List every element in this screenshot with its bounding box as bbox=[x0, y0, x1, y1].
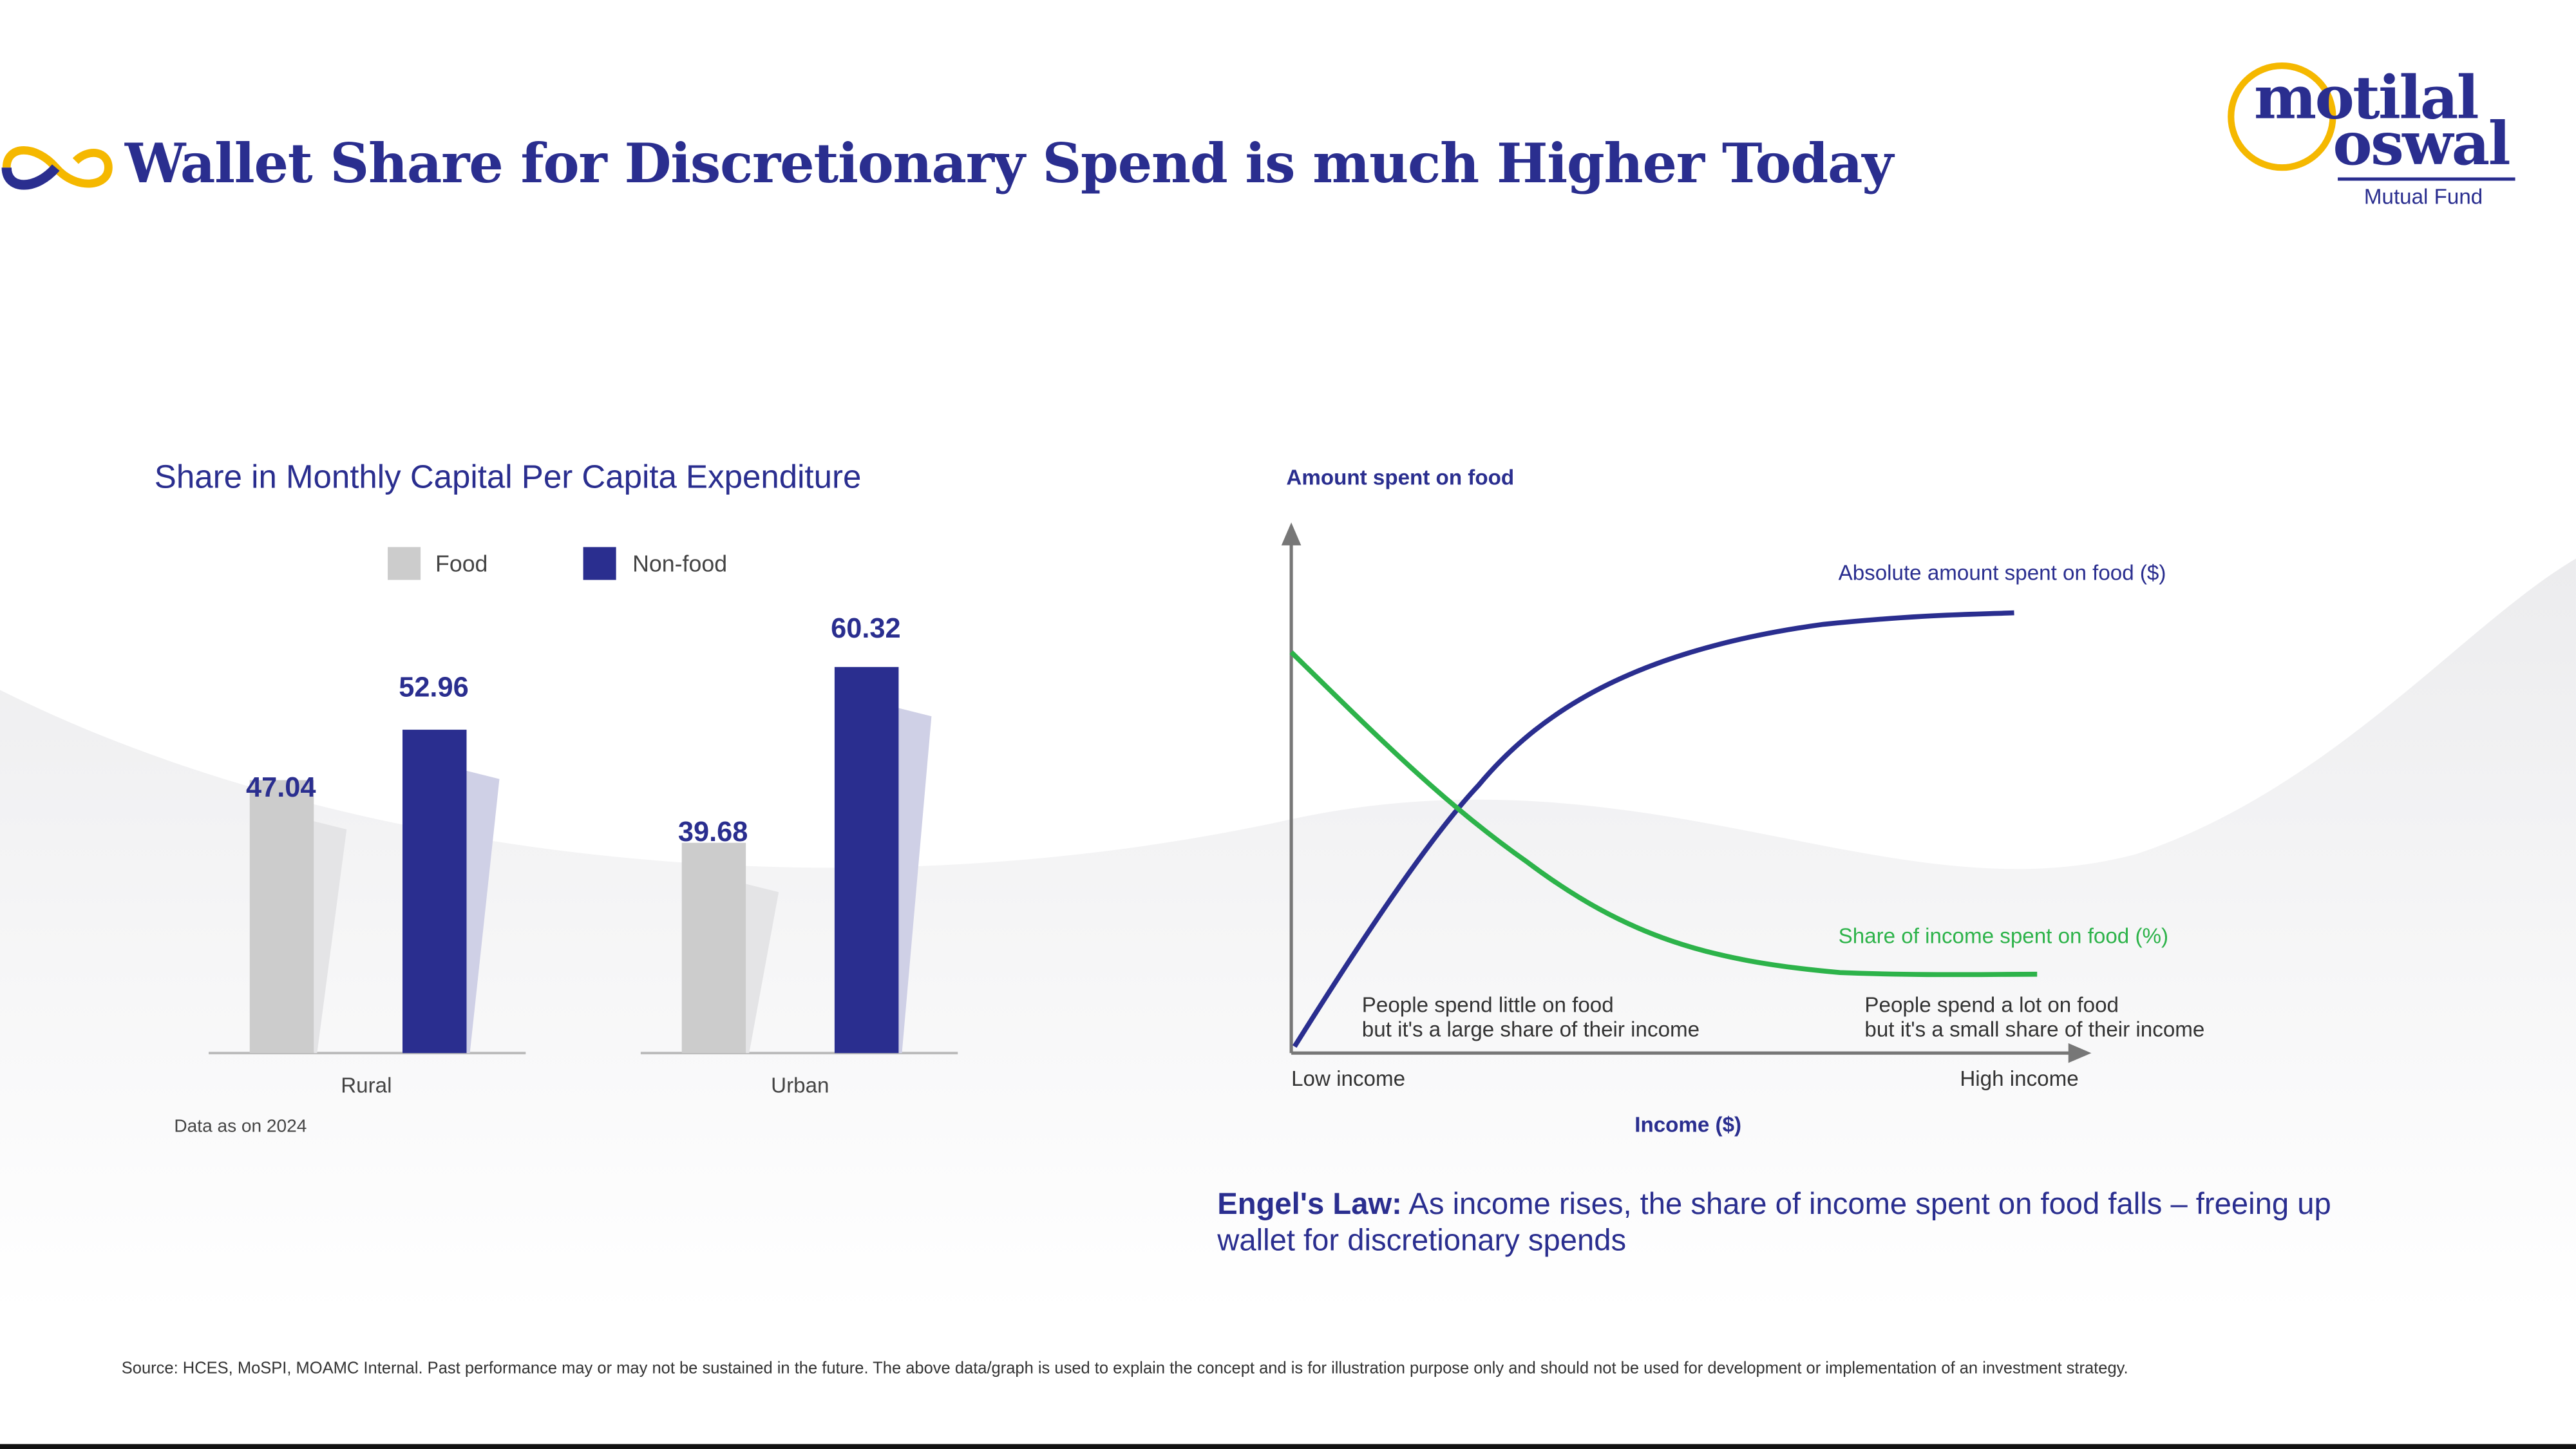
value-label-rural-nonfood: 52.96 bbox=[399, 672, 469, 703]
x-tick-high: High income bbox=[1960, 1066, 2079, 1091]
category-label-rural: Rural bbox=[341, 1072, 392, 1098]
legend-swatch-nonfood bbox=[583, 547, 616, 580]
bar-rural-food bbox=[249, 780, 314, 1054]
bar-shadow bbox=[466, 770, 500, 1054]
y-axis-arrow-icon bbox=[1281, 522, 1302, 545]
bar-urban-food bbox=[681, 842, 746, 1054]
infinity-logo-icon bbox=[1, 146, 113, 190]
diagram-y-label: Amount spent on food bbox=[1286, 464, 1515, 490]
annotation-line: People spend little on food bbox=[1361, 992, 1614, 1018]
annotation-low-income: People spend little on food but it's a la… bbox=[1362, 992, 1700, 1042]
series-label-absolute: Absolute amount spent on food ($) bbox=[1838, 560, 2166, 585]
bar-chart-title: Share in Monthly Capital Per Capita Expe… bbox=[154, 460, 862, 497]
bar-shadow bbox=[314, 821, 347, 1054]
value-label-urban-food: 39.68 bbox=[677, 816, 748, 848]
page-title: Wallet Share for Discretionary Spend is … bbox=[124, 131, 1893, 196]
engel-law-text: Engel's Law: As income rises, the share … bbox=[1217, 1186, 2367, 1258]
annotation-line: but it's a large share of their income bbox=[1361, 1017, 1700, 1042]
x-tick-low: Low income bbox=[1291, 1066, 1406, 1091]
bar-shadow bbox=[898, 708, 932, 1054]
value-label-urban-nonfood: 60.32 bbox=[831, 612, 901, 644]
series-line-absolute bbox=[1292, 610, 2014, 1048]
engel-label: Engel's Law: bbox=[1217, 1186, 1402, 1221]
x-axis-arrow-icon bbox=[2068, 1043, 2092, 1063]
legend-swatch-food bbox=[388, 547, 421, 580]
data-note: Data as on 2024 bbox=[174, 1117, 307, 1137]
category-label-urban: Urban bbox=[771, 1072, 829, 1098]
bar-shadow bbox=[746, 884, 779, 1054]
annotation-line: People spend a lot on food bbox=[1864, 992, 2119, 1018]
legend-label-food: Food bbox=[435, 550, 488, 577]
brand-divider bbox=[2338, 177, 2515, 181]
value-label-rural-food: 47.04 bbox=[245, 772, 316, 804]
series-line-share bbox=[1289, 650, 2038, 978]
bar-rural-non-food bbox=[402, 730, 467, 1054]
annotation-line: but it's a small share of their income bbox=[1864, 1017, 2205, 1042]
source-footnote: Source: HCES, MoSPI, MOAMC Internal. Pas… bbox=[121, 1360, 2128, 1379]
series-label-share: Share of income spent on food (%) bbox=[1838, 923, 2169, 948]
brand-logo-line1: motilal bbox=[2253, 64, 2479, 133]
brand-logo-line2: oswal bbox=[2333, 109, 2510, 180]
annotation-high-income: People spend a lot on food but it's a sma… bbox=[1864, 992, 2204, 1042]
brand-circle-icon bbox=[2228, 62, 2336, 171]
brand-logo-line3: Mutual Fund bbox=[2363, 184, 2483, 209]
legend-label-nonfood: Non-food bbox=[632, 550, 728, 577]
bar-urban-non-food bbox=[834, 667, 899, 1054]
engel-body: As income rises, the share of income spe… bbox=[1217, 1186, 2331, 1257]
x-axis-label: Income ($) bbox=[1634, 1112, 1742, 1137]
